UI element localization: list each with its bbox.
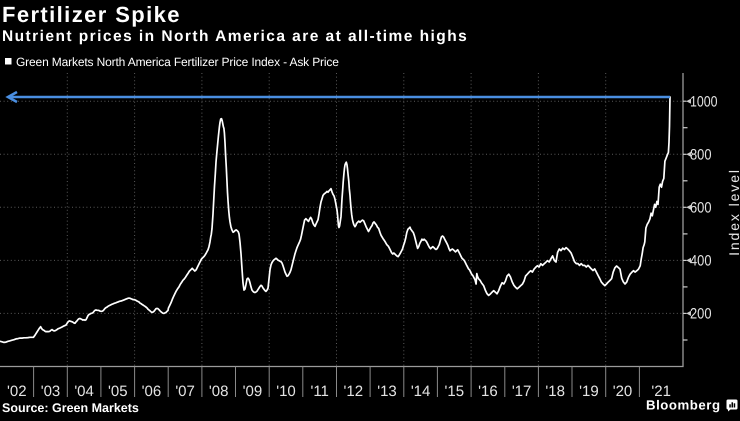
svg-text:'06: '06 [142,383,162,400]
svg-text:'15: '15 [445,383,465,400]
svg-text:Nutrient prices in North Ameri: Nutrient prices in North America are at … [2,28,468,45]
svg-text:'18: '18 [545,383,565,400]
svg-text:800: 800 [690,147,712,164]
svg-text:'02: '02 [7,383,27,400]
svg-text:'14: '14 [411,383,431,400]
svg-text:'13: '13 [377,383,397,400]
svg-text:'08: '08 [209,383,229,400]
svg-text:'04: '04 [74,383,94,400]
svg-text:'09: '09 [243,383,263,400]
svg-text:'21: '21 [651,383,671,400]
svg-text:600: 600 [690,200,712,217]
svg-text:'17: '17 [512,383,532,400]
svg-text:'10: '10 [276,383,296,400]
svg-text:'03: '03 [41,383,61,400]
svg-text:1000: 1000 [690,93,718,110]
svg-text:'07: '07 [175,383,195,400]
svg-text:'16: '16 [478,383,498,400]
svg-text:Green Markets North America Fe: Green Markets North America Fertilizer P… [16,55,339,69]
svg-text:Index level: Index level [726,168,740,256]
svg-text:'11: '11 [310,383,328,400]
svg-text:Bloomberg: Bloomberg [646,398,721,413]
svg-text:'05: '05 [108,383,128,400]
svg-text:'20: '20 [613,383,633,400]
svg-text:'12: '12 [344,383,364,400]
svg-text:Fertilizer Spike: Fertilizer Spike [2,2,181,27]
svg-text:200: 200 [690,306,712,323]
svg-text:Source: Green Markets: Source: Green Markets [2,401,139,415]
svg-text:400: 400 [690,253,712,270]
svg-text:'19: '19 [579,383,599,400]
